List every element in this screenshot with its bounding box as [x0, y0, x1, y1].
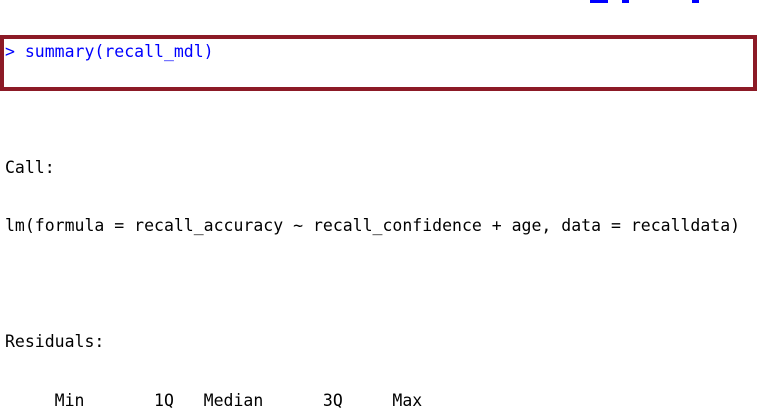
call-label: Call:	[5, 158, 55, 178]
blank-line	[5, 274, 775, 294]
clipped-text-fragment	[622, 0, 629, 3]
clipped-text-fragment	[590, 0, 608, 3]
clipped-text-fragment	[692, 0, 699, 3]
blank-line	[5, 100, 775, 120]
r-prompt-line: > summary(recall_mdl)	[5, 42, 214, 61]
residuals-title: Residuals:	[5, 332, 105, 352]
residuals-header: Min 1Q Median 3Q Max	[5, 390, 423, 410]
call-formula: lm(formula = recall_accuracy ~ recall_co…	[5, 216, 741, 236]
